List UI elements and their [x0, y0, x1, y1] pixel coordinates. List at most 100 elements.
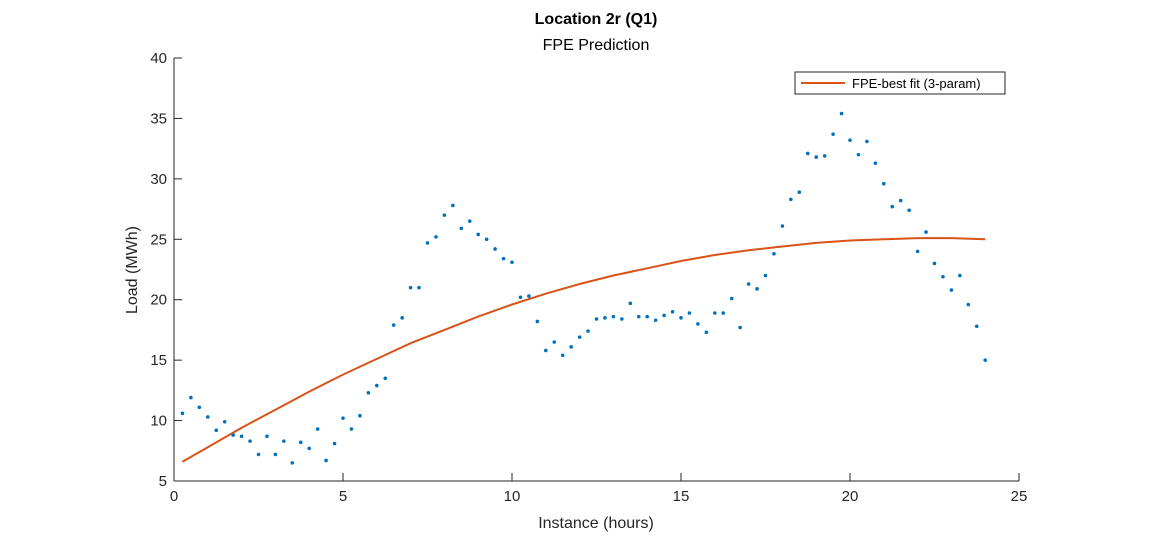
data-point: [645, 314, 649, 319]
data-point: [932, 261, 937, 266]
data-point: [484, 237, 489, 242]
data-point: [974, 324, 979, 329]
data-point: [721, 311, 726, 315]
data-point: [915, 249, 920, 254]
data-point: [290, 461, 295, 465]
data-point: [518, 295, 523, 300]
data-point: [848, 138, 852, 142]
data-point: [476, 232, 481, 237]
data-point: [451, 203, 455, 208]
data-point: [408, 285, 413, 290]
data-point: [341, 416, 345, 420]
data-point: [738, 325, 742, 330]
data-point: [324, 458, 328, 463]
data-point: [501, 256, 506, 261]
data-point: [620, 317, 624, 321]
data-point: [544, 348, 548, 353]
data-point: [628, 301, 633, 306]
data-points-layer: [180, 111, 987, 465]
data-point: [315, 427, 320, 431]
data-point: [383, 376, 388, 381]
data-point: [231, 433, 235, 437]
data-point: [560, 353, 565, 358]
y-tick-label: 10: [150, 413, 167, 430]
data-point: [958, 273, 962, 278]
data-point: [239, 434, 244, 439]
data-point: [400, 316, 404, 320]
x-tick-label: 10: [504, 488, 521, 505]
data-point: [924, 230, 928, 234]
data-point: [746, 282, 751, 286]
data-point: [425, 241, 430, 245]
legend-label-fit: FPE-best fit (3-param): [852, 76, 981, 91]
data-point: [214, 428, 219, 433]
data-point: [298, 440, 303, 445]
data-point: [670, 310, 675, 314]
y-axis-label: Load (MWh): [124, 226, 141, 314]
data-point: [569, 345, 573, 349]
x-tick-label: 0: [170, 488, 178, 505]
data-point: [865, 139, 869, 144]
data-point: [459, 226, 464, 231]
data-point: [603, 316, 607, 320]
data-point: [941, 274, 945, 279]
data-point: [577, 335, 582, 339]
data-point: [966, 302, 971, 307]
x-tick-label: 25: [1011, 488, 1028, 505]
data-point: [780, 224, 785, 228]
data-point: [307, 446, 312, 451]
y-tick-label: 15: [150, 352, 167, 369]
fit-line-layer: [181, 237, 986, 463]
data-point: [535, 319, 540, 324]
data-point: [366, 390, 371, 395]
data-point: [417, 285, 421, 290]
data-point: [248, 439, 252, 443]
data-point: [687, 311, 692, 315]
data-point: [831, 132, 835, 136]
data-point: [907, 208, 911, 213]
data-point: [375, 383, 379, 388]
data-point: [814, 155, 818, 159]
data-point: [349, 427, 354, 431]
data-point: [822, 154, 827, 158]
data-point: [611, 314, 616, 319]
data-point: [713, 311, 717, 315]
fit-line: [181, 237, 986, 463]
legend-box: [794, 71, 1006, 95]
y-tick-label: 40: [150, 50, 167, 67]
data-point: [949, 288, 954, 292]
data-point: [805, 151, 810, 156]
data-point: [256, 452, 261, 457]
data-point: [442, 213, 447, 217]
data-point: [510, 260, 514, 265]
data-point: [222, 419, 227, 424]
data-point: [332, 441, 337, 446]
data-point: [552, 340, 557, 344]
data-point: [594, 317, 599, 321]
data-point: [839, 111, 844, 116]
data-point: [273, 452, 278, 457]
y-tick-label: 20: [150, 292, 167, 309]
data-point: [882, 181, 886, 186]
data-point: [755, 287, 759, 291]
chart-title: Location 2r (Q1): [535, 11, 658, 28]
y-tick-label: 5: [159, 473, 167, 490]
y-tick-label: 30: [150, 171, 167, 188]
data-point: [789, 197, 793, 202]
data-point: [696, 322, 700, 326]
x-tick-label: 15: [673, 488, 690, 505]
data-point: [983, 358, 987, 362]
x-axis-label: Instance (hours): [538, 515, 654, 532]
data-point: [527, 294, 531, 298]
data-point: [679, 316, 683, 320]
data-point: [206, 415, 210, 419]
data-point: [265, 434, 269, 439]
data-point: [704, 330, 709, 335]
x-tick-label: 5: [339, 488, 347, 505]
y-tick-label: 25: [150, 231, 167, 248]
data-point: [729, 296, 734, 301]
data-point: [662, 313, 666, 318]
data-point: [586, 329, 590, 333]
data-point: [856, 152, 861, 157]
